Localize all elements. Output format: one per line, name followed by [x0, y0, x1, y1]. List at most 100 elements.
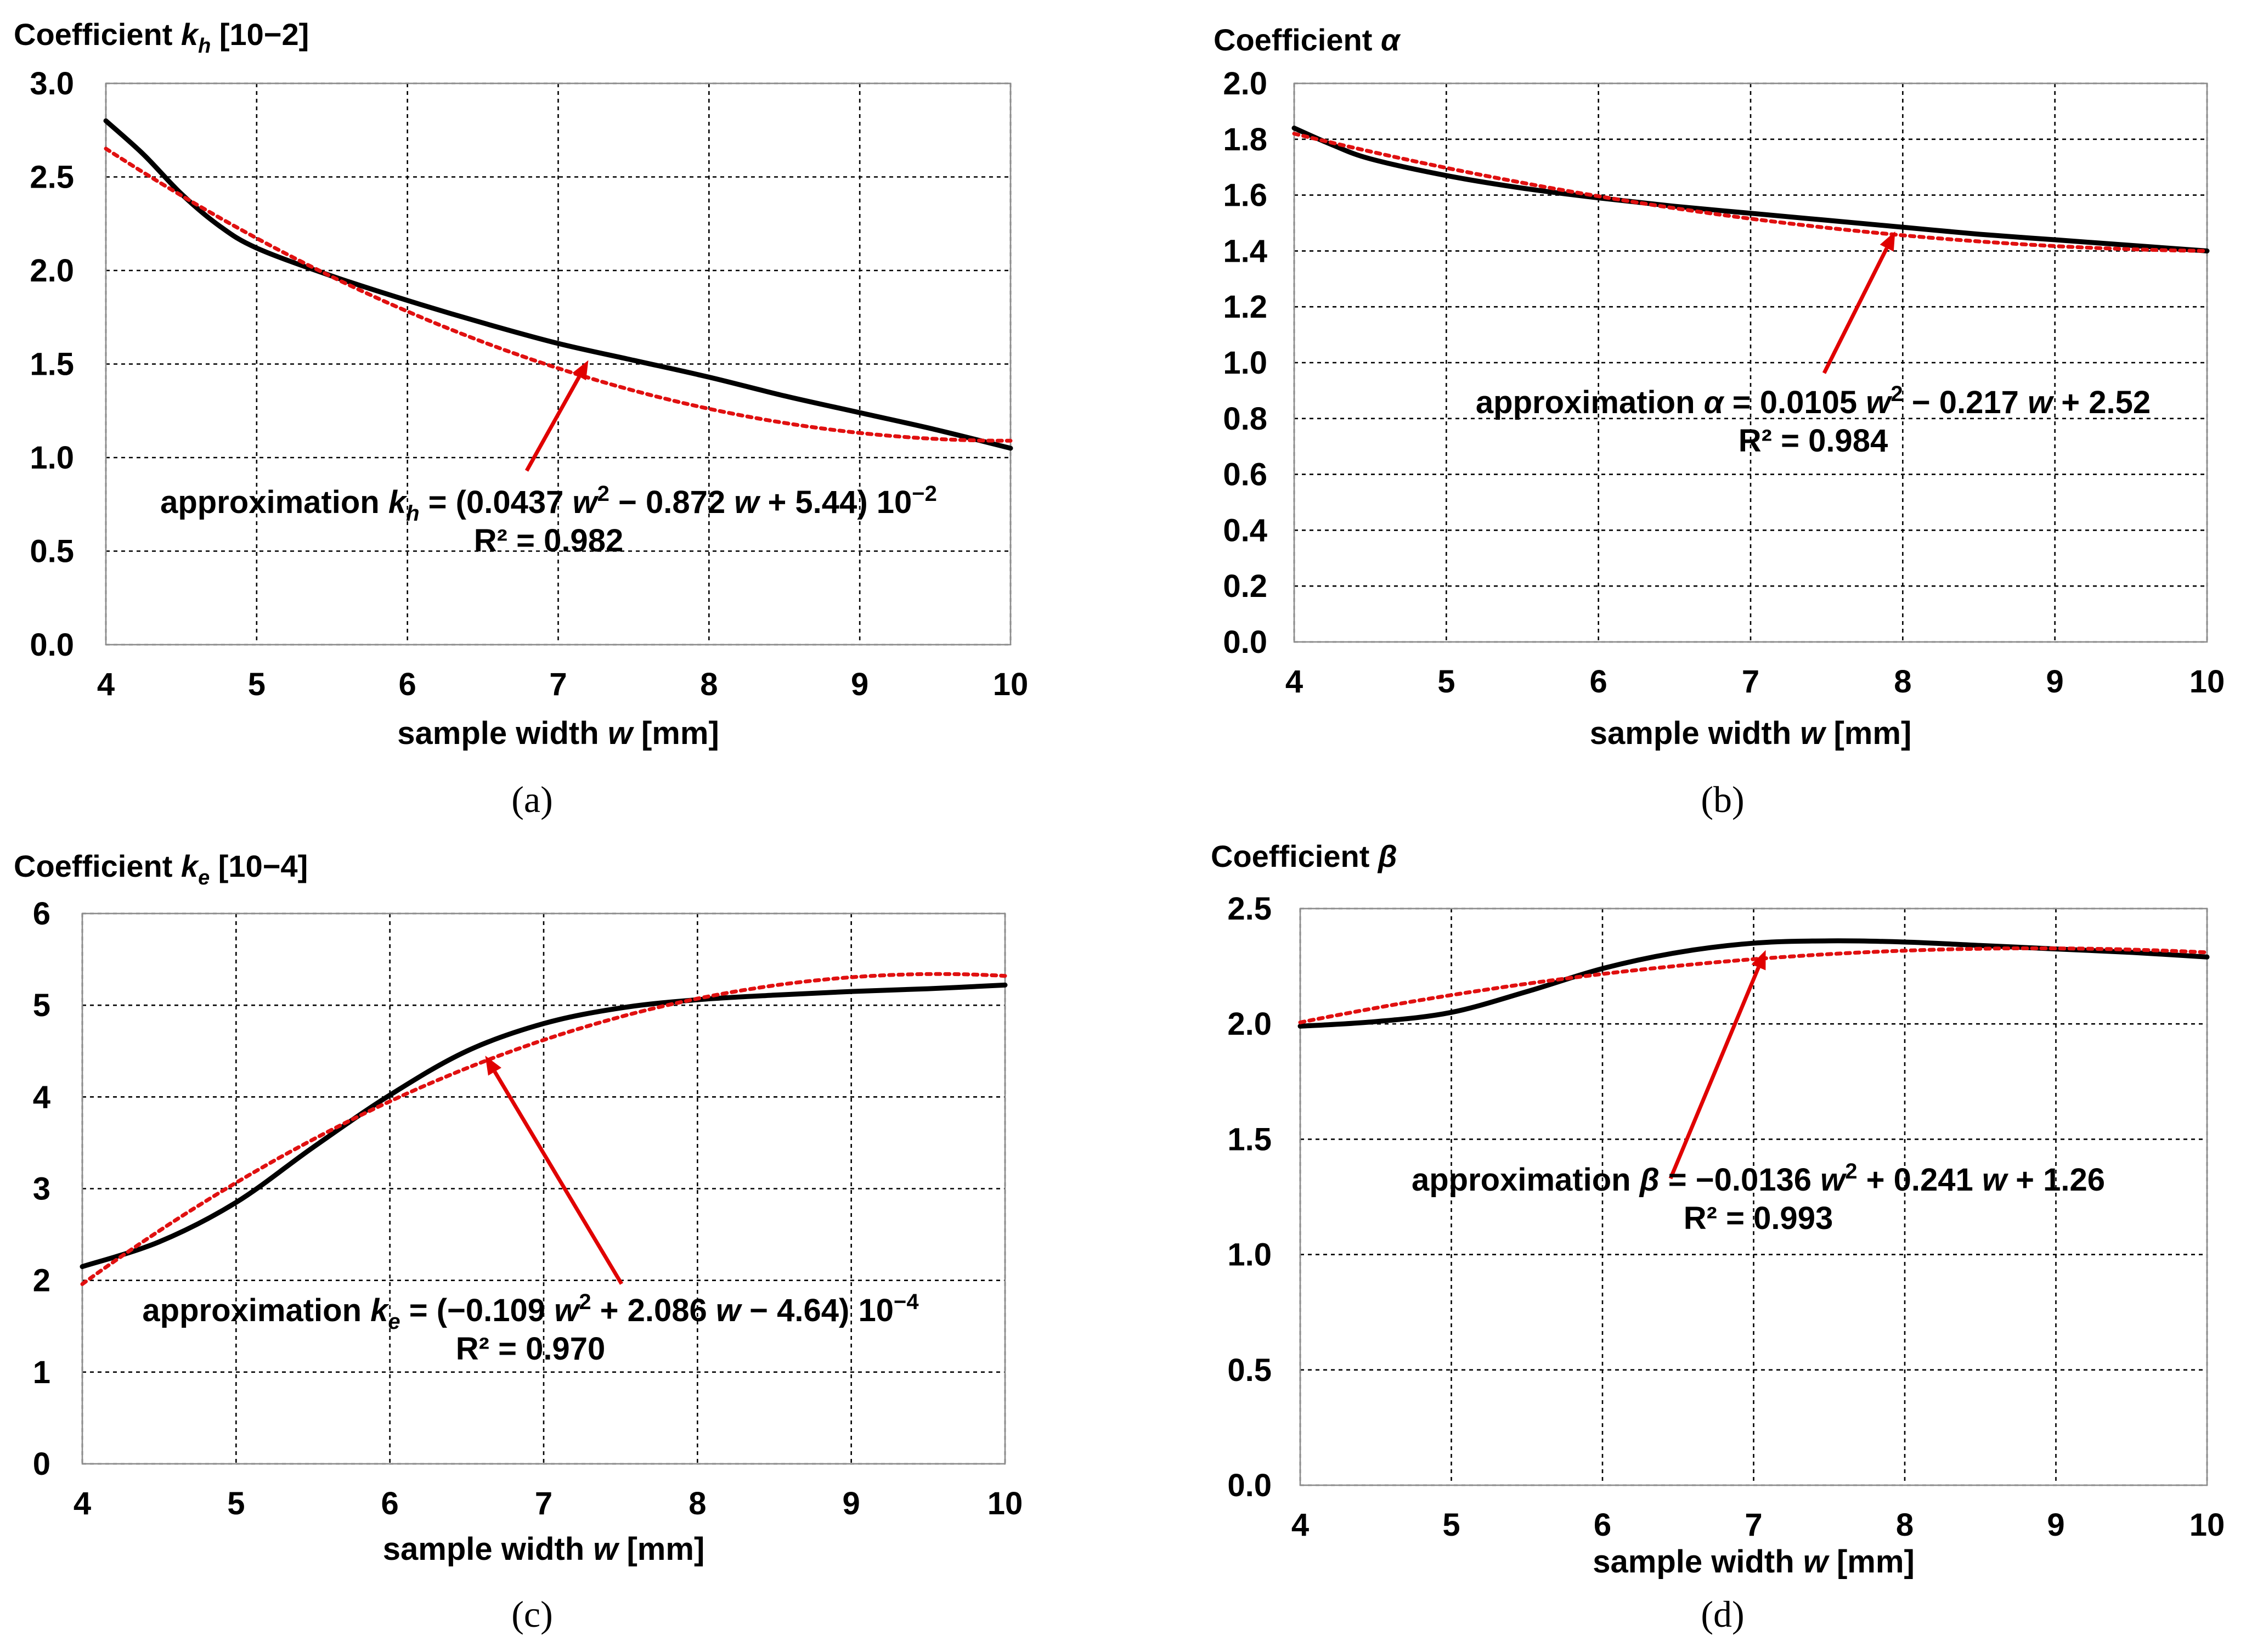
y-tick-label: 0.6 [1223, 457, 1267, 493]
formula-variable: w [554, 1293, 581, 1328]
approximation-line [1298, 946, 2209, 1024]
x-tick-label: 8 [1896, 1507, 1914, 1543]
text-part: approximation [1476, 385, 1704, 420]
y-tick-label: 0 [33, 1446, 50, 1482]
text-part: + 2.086 [591, 1293, 716, 1328]
y-tick-label: 1.0 [1227, 1237, 1272, 1273]
x-tick-label: 7 [549, 667, 567, 702]
annotation-arrowhead [1751, 950, 1766, 971]
y-tick-label: 0.5 [1227, 1352, 1272, 1388]
text-part: + 1.26 [2007, 1162, 2105, 1198]
plot-area [81, 912, 1006, 1465]
y-tick-label: 1.0 [1223, 345, 1267, 381]
x-tick-label: 10 [993, 667, 1029, 702]
y-tick-label: 0.4 [1223, 512, 1267, 548]
chart-panel-d: 4 5 6 7 8 9 10 0.0 0.5 1.0 1.5 2.0 2.5 approximation … [1211, 839, 2225, 1635]
chart-title: Coefficient β [1211, 839, 1397, 873]
text-part: = (−0.109 [400, 1293, 555, 1328]
chart-title: Coefficient α [1214, 22, 1401, 57]
x-axis-label: sample width w [mm] [383, 1531, 705, 1567]
panel-caption: (b) [1701, 779, 1744, 820]
chart-panel-b: 4 5 6 7 8 9 10 0.0 0.2 0.4 0.6 0.8 1.0 1.2 1.4 1.6 1.8 2.… [1214, 22, 2225, 820]
text-part: sample width [397, 715, 608, 751]
text-part: Coefficient [14, 849, 181, 883]
approximation-line [80, 972, 1007, 1286]
x-tick-label: 4 [74, 1486, 91, 1521]
approximation-line [104, 146, 1013, 443]
panel-caption: (d) [1701, 1593, 1744, 1635]
y-tick-label: 1 [33, 1355, 50, 1390]
title-unit: [10−2] [211, 17, 309, 52]
y-tick-label: 0.2 [1223, 568, 1267, 604]
x-tick-label: 6 [1590, 664, 1607, 700]
chart-title: Coefficient ke [10−4] [14, 849, 308, 889]
approximation-line [1292, 132, 2209, 253]
text-part: + 2.52 [2052, 385, 2151, 420]
y-tick-label: 1.5 [30, 347, 74, 382]
y-tick-label: 1.2 [1223, 289, 1267, 325]
x-tick-label: 7 [1745, 1507, 1762, 1543]
y-tick-label: 0.8 [1223, 401, 1267, 437]
x-tick-label: 6 [381, 1486, 399, 1521]
text-part: approximation [142, 1293, 370, 1328]
y-tick-label: 1.4 [1223, 233, 1267, 269]
text-part: − 4.64) 10 [741, 1293, 894, 1328]
text-part: approximation [1412, 1162, 1640, 1198]
text-part: Coefficient [1214, 22, 1381, 57]
text-part: [mm] [1828, 1544, 1915, 1580]
x-axis-label: sample width w [mm] [1593, 1544, 1915, 1580]
text-part: + 5.44) 10 [759, 484, 912, 520]
text-part: + 0.241 [1858, 1162, 1982, 1198]
x-tick-label: 8 [1894, 664, 1911, 700]
text-part: = (0.0437 [420, 484, 573, 520]
approximation-formula: approximation kh = (0.0437 w2 − 0.872 w … [160, 482, 937, 526]
x-axis-label: sample width w [mm] [397, 715, 719, 751]
annotation-arrow [1822, 247, 1889, 374]
title-subscript: h [198, 35, 211, 58]
formula-symbol: k [388, 484, 408, 520]
text-part: sample width [1590, 715, 1801, 751]
y-tick-label: 2.5 [1227, 891, 1272, 927]
text-part: [mm] [633, 715, 719, 751]
text-part: [mm] [1825, 715, 1911, 751]
approximation-formula: approximation α = 0.0105 w2 − 0.217 w + … [1476, 382, 2151, 420]
formula-variable: w [1866, 385, 1893, 420]
annotation-arrowhead [572, 360, 589, 381]
formula-superscript: 2 [1845, 1159, 1857, 1183]
text-part: [mm] [618, 1531, 704, 1567]
plot-area [1293, 82, 2208, 643]
y-tick-label: 0.0 [30, 627, 74, 663]
x-tick-label: 9 [2047, 1507, 2064, 1543]
x-tick-label: 6 [399, 667, 416, 702]
y-tick-label: 4 [33, 1079, 50, 1115]
x-tick-label: 9 [851, 667, 868, 702]
axis-variable: w [593, 1531, 620, 1567]
approximation-formula: approximation β = −0.0136 w2 + 0.241 w +… [1412, 1159, 2105, 1198]
x-tick-label: 6 [1594, 1507, 1611, 1543]
y-tick-label: 0.5 [30, 534, 74, 570]
y-tick-label: 2.0 [1227, 1006, 1272, 1042]
r-squared: R² = 0.982 [474, 523, 623, 559]
x-tick-label: 5 [1437, 664, 1455, 700]
x-tick-label: 4 [97, 667, 115, 702]
plot-area [1299, 907, 2208, 1486]
formula-subscript: e [388, 1310, 400, 1334]
text-part: Coefficient [1211, 839, 1378, 873]
y-tick-label: 1.6 [1223, 178, 1267, 213]
x-tick-label: 10 [987, 1486, 1023, 1521]
y-tick-label: 2 [33, 1263, 50, 1299]
measured-line [80, 982, 1008, 1270]
x-tick-label: 8 [689, 1486, 706, 1521]
formula-variable: w [1982, 1162, 2009, 1198]
text-part: − 0.872 [610, 484, 734, 520]
y-tick-label: 3.0 [30, 66, 74, 102]
formula-superscript: 2 [1891, 382, 1903, 406]
text-part: − 0.217 [1903, 385, 2028, 420]
r-squared: R² = 0.993 [1684, 1200, 1833, 1236]
chart-title: Coefficient kh [10−2] [14, 17, 309, 58]
axis-variable: w [1803, 1544, 1830, 1580]
annotation-arrowhead [485, 1056, 501, 1076]
text-part: Coefficient [14, 17, 181, 52]
plot-area [105, 82, 1012, 646]
